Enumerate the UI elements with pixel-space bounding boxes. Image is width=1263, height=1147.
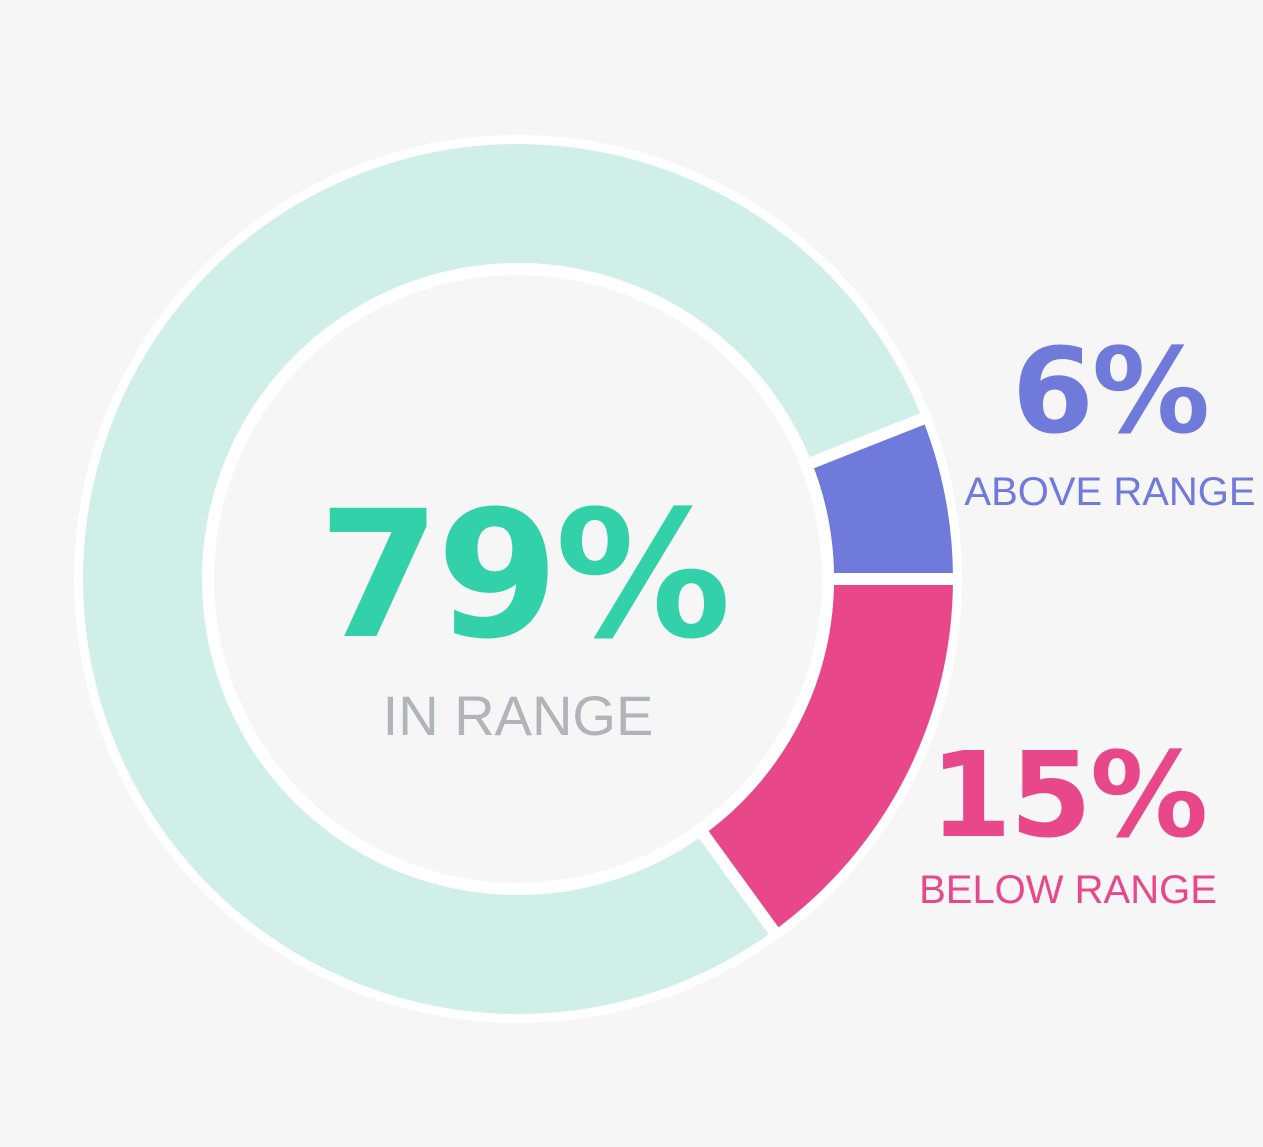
above-range-percent: 6%: [1011, 322, 1210, 460]
donut-hole: [214, 275, 822, 883]
below-range-label: BELOW RANGE: [919, 868, 1217, 912]
donut-segment-below-range: [703, 579, 953, 931]
donut-separator-3: [807, 412, 927, 469]
donut-segment-above-range: [811, 418, 953, 579]
donut-segments: [82, 143, 955, 1015]
in-range-label: IN RANGE: [382, 684, 654, 747]
above-range-label: ABOVE RANGE: [964, 470, 1256, 514]
in-range-percent: 79%: [318, 473, 731, 678]
donut-separator-2: [697, 829, 780, 937]
below-range-percent: 15%: [929, 726, 1208, 864]
